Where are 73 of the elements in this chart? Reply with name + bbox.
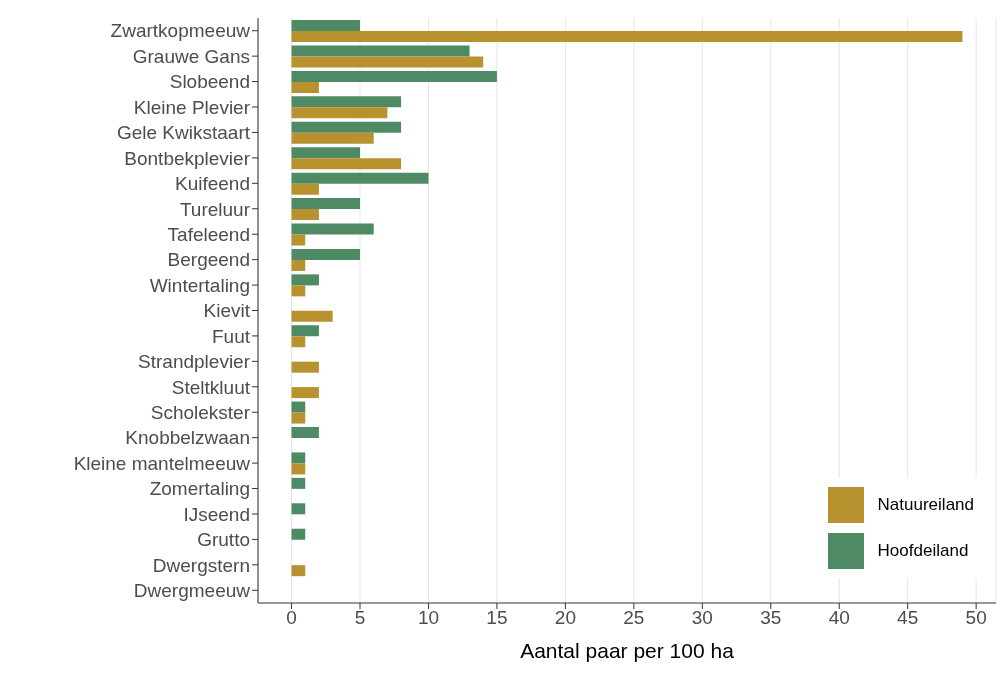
y-tick-label: Tureluur	[179, 198, 251, 220]
bar	[291, 198, 361, 210]
y-tick-label: Tafeleend	[167, 223, 250, 245]
bar	[291, 121, 402, 133]
bar	[291, 158, 402, 170]
bar	[291, 183, 319, 195]
y-tick-label: Strandplevier	[138, 351, 251, 373]
bar	[291, 463, 306, 475]
y-tick-label: Slobeend	[169, 71, 250, 93]
bar	[291, 565, 306, 577]
y-tick-label: Gele Kwikstaart	[116, 122, 251, 144]
bar	[291, 401, 306, 413]
x-tick-label: 10	[417, 607, 440, 629]
y-tick-label: Dwergstern	[152, 554, 250, 576]
y-tick-label: Grauwe Gans	[132, 45, 250, 67]
y-tick-label: IJseend	[183, 503, 250, 525]
y-tick-label: Wintertaling	[149, 274, 250, 296]
bar	[291, 387, 319, 399]
bar	[291, 503, 306, 515]
x-tick-label: 45	[897, 607, 919, 629]
bar	[291, 107, 388, 119]
bar	[291, 477, 306, 489]
legend-label: Hoofdeiland	[877, 541, 969, 561]
y-tick-label: Zomertaling	[149, 478, 250, 500]
bar	[291, 147, 361, 159]
bar	[291, 336, 306, 348]
y-tick-label: Kuifeend	[174, 173, 250, 195]
bar	[291, 452, 306, 464]
y-tick-label: Kievit	[203, 300, 251, 322]
y-tick-label: Fuut	[211, 325, 251, 347]
legend-label: Natuureiland	[877, 495, 974, 515]
bar	[291, 96, 402, 108]
x-tick-label: 35	[760, 607, 782, 629]
y-tick-label: Bergeend	[167, 249, 250, 271]
y-tick-label: Zwartkopmeeuw	[110, 20, 251, 42]
bar	[291, 310, 333, 322]
bar	[291, 70, 497, 82]
y-tick-label: Kleine Plevier	[133, 96, 251, 118]
bar	[291, 209, 319, 221]
bar	[291, 361, 319, 373]
bar	[291, 56, 484, 68]
y-tick-label: Steltkluut	[171, 376, 251, 398]
bar	[291, 325, 319, 337]
bar	[291, 274, 319, 286]
y-tick-label: Kleine mantelmeeuw	[73, 452, 251, 474]
bar	[291, 172, 429, 184]
x-tick-label: 30	[691, 607, 713, 629]
bar	[291, 285, 306, 297]
x-tick-label: 0	[286, 607, 297, 629]
bar	[291, 223, 374, 235]
bar	[291, 132, 374, 144]
bar	[291, 426, 319, 438]
bar	[291, 20, 361, 32]
bar	[291, 528, 306, 540]
x-tick-label: 50	[965, 607, 987, 629]
bar	[291, 45, 470, 57]
y-tick-label: Grutto	[197, 529, 250, 551]
x-tick-label: 25	[623, 607, 645, 629]
y-tick-label: Knobbelzwaan	[125, 427, 250, 449]
y-tick-label: Bontbekplevier	[124, 147, 251, 169]
bar	[291, 81, 319, 93]
y-tick-label: Dwergmeeuw	[133, 580, 251, 602]
x-tick-label: 5	[354, 607, 366, 629]
x-tick-label: 40	[828, 607, 850, 629]
x-axis-title: Aantal paar per 100 ha	[520, 638, 735, 662]
bar	[291, 31, 963, 43]
bar	[291, 234, 306, 246]
bar	[291, 259, 306, 271]
x-tick-label: 15	[486, 607, 508, 629]
y-tick-label: Scholekster	[150, 401, 251, 423]
x-tick-label: 20	[554, 607, 576, 629]
bar	[291, 248, 361, 260]
bar	[291, 412, 306, 424]
